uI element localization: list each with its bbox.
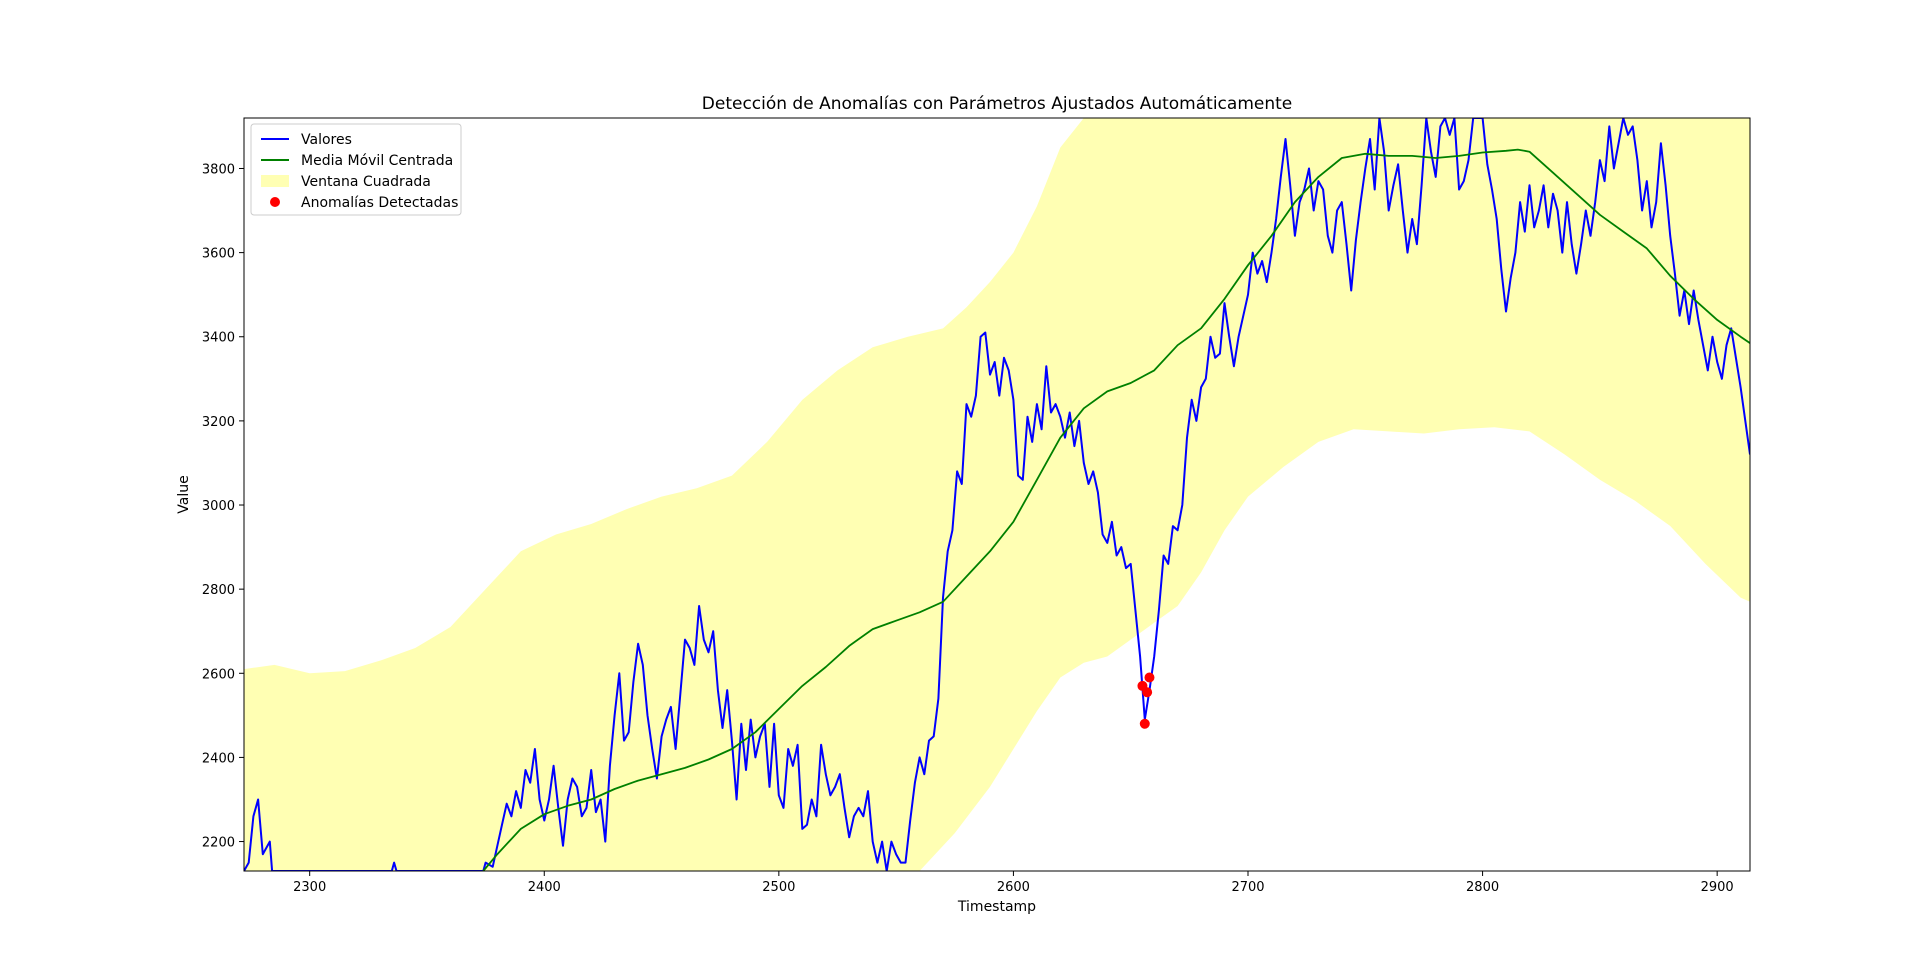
series-valores-line [244,118,1750,871]
x-axis: 2300 2400 2500 2600 2700 2800 2900 [293,871,1734,895]
anomaly-point [1139,718,1150,729]
x-tick-label: 2400 [528,880,561,895]
y-axis: 2200 2400 2600 2800 3000 3200 3400 3600 3800 [202,162,244,851]
legend-item: Media Móvil Centrada [261,153,453,169]
x-tick-label: 2500 [762,880,795,895]
x-tick-label: 2600 [997,880,1030,895]
legend-item: Valores [261,132,352,148]
legend-box [250,123,462,216]
x-tick-label: 2900 [1701,880,1734,895]
legend-band-swatch [261,175,289,187]
y-tick-label: 2800 [202,583,235,598]
y-tick-label: 3600 [202,247,235,262]
y-axis-label: Value [176,475,192,513]
legend-marker-swatch [270,197,280,207]
legend-label: Valores [301,132,352,148]
y-tick-label: 3800 [202,162,235,177]
y-tick-label: 2600 [202,667,235,682]
y-tick-label: 3200 [202,415,235,430]
legend: Valores Media Móvil Centrada Ventana Cuadr… [250,123,462,216]
x-axis-label: Timestamp [957,899,1036,915]
legend-label: Anomalías Detectadas [301,195,458,211]
legend-item: Anomalías Detectadas [270,195,458,211]
legend-item: Ventana Cuadrada [261,174,431,190]
chart-title: Detección de Anomalías con Parámetros Aj… [702,94,1292,114]
anomaly-point [1142,687,1153,698]
legend-label: Media Móvil Centrada [301,153,453,169]
y-tick-label: 3400 [202,331,235,346]
plot-frame [243,117,1751,872]
x-tick-label: 2300 [293,880,326,895]
x-tick-label: 2800 [1466,880,1499,895]
plot-area [244,118,1750,871]
y-tick-label: 2200 [202,836,235,851]
series-media-movil-line [482,148,1750,871]
legend-label: Ventana Cuadrada [301,174,431,190]
y-tick-label: 2400 [202,751,235,766]
y-tick-label: 3000 [202,499,235,514]
anomaly-point [1144,672,1155,683]
x-tick-label: 2700 [1231,880,1264,895]
